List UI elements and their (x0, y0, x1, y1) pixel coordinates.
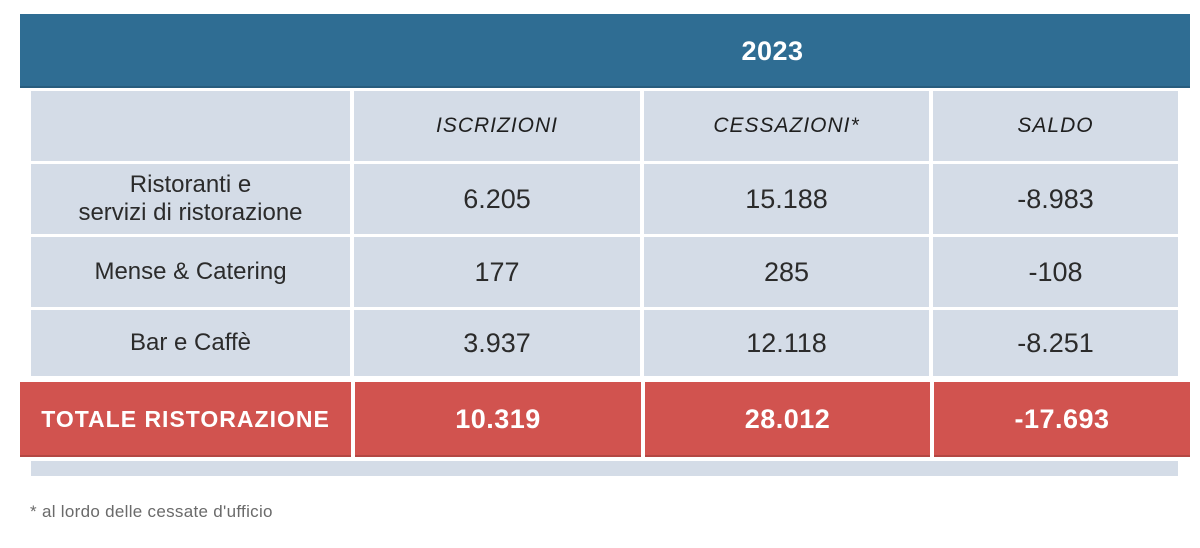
cessazioni-value: 15.188 (644, 164, 929, 234)
column-header-iscrizioni: ISCRIZIONI (354, 91, 640, 161)
total-saldo-value: -17.693 (934, 382, 1190, 457)
saldo-value: -108 (933, 237, 1178, 307)
restaurant-stats-table: 2023 ISCRIZIONI CESSAZIONI* SALDO Ristor… (0, 14, 1200, 548)
column-header-saldo: SALDO (933, 91, 1178, 161)
iscrizioni-value: 3.937 (354, 310, 640, 376)
column-header-cessazioni: CESSAZIONI* (644, 91, 929, 161)
footnote: * al lordo delle cessate d'ufficio (30, 502, 273, 521)
corner-cell (31, 91, 350, 161)
table-row-mense-catering: Mense & Catering 177 285 -108 (31, 237, 1178, 307)
table-row-ristoranti: Ristoranti e servizi di ristorazione 6.2… (31, 164, 1178, 234)
table-footer-strip (31, 461, 1178, 476)
iscrizioni-value: 6.205 (354, 164, 640, 234)
year-title: 2023 (741, 35, 804, 66)
year-header-band: 2023 (20, 14, 1190, 88)
cessazioni-value: 285 (644, 237, 929, 307)
total-row: TOTALE RISTORAZIONE 10.319 28.012 -17.69… (20, 382, 1190, 457)
total-cessazioni-value: 28.012 (645, 382, 930, 457)
saldo-value: -8.983 (933, 164, 1178, 234)
cessazioni-value: 12.118 (644, 310, 929, 376)
total-row-label: TOTALE RISTORAZIONE (20, 382, 351, 457)
row-label: Mense & Catering (31, 237, 350, 307)
column-header-row: ISCRIZIONI CESSAZIONI* SALDO (31, 91, 1178, 161)
table-row-bar-caffe: Bar e Caffè 3.937 12.118 -8.251 (31, 310, 1178, 376)
iscrizioni-value: 177 (354, 237, 640, 307)
saldo-value: -8.251 (933, 310, 1178, 376)
total-iscrizioni-value: 10.319 (355, 382, 641, 457)
row-label: Bar e Caffè (31, 310, 350, 376)
row-label: Ristoranti e servizi di ristorazione (31, 164, 350, 234)
